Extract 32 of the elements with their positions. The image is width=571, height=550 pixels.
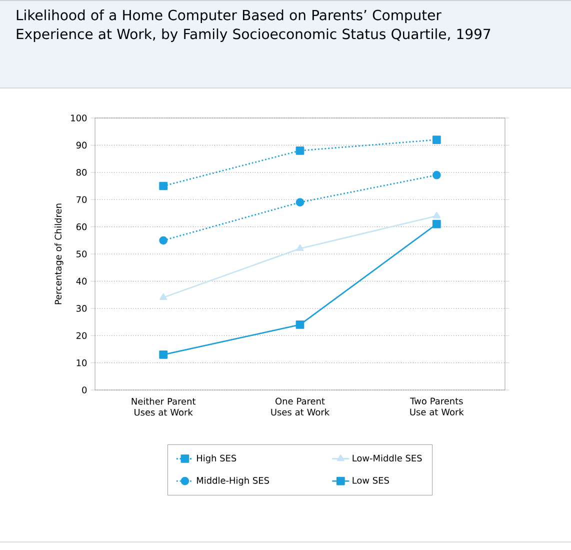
point (159, 236, 168, 245)
point (432, 136, 441, 144)
y-tick-label: 0 (82, 386, 87, 394)
y-tick-label: 70 (76, 196, 87, 203)
y-tick-label: 50 (76, 250, 87, 258)
y-axis-title: Percentage of Children (54, 204, 64, 304)
y-tick-label: 40 (76, 278, 87, 285)
x-tick-label: Neither Parent Uses at Work (132, 398, 196, 416)
point (296, 198, 304, 207)
point (159, 350, 168, 359)
y-tick-label: 100 (71, 114, 87, 122)
point (432, 170, 441, 180)
legend-label: Low-Middle SES (352, 454, 422, 462)
legend-label: Low SES (352, 476, 389, 484)
y-tick-label: 90 (76, 142, 87, 149)
x-tick-label: Two Parents Use at Work (410, 398, 464, 416)
y-tick-label: 60 (76, 223, 87, 230)
legend-label: Middle-High SES (197, 476, 269, 486)
point (296, 146, 304, 155)
point (296, 320, 304, 329)
x-tick-label: One Parent Uses at Work (271, 398, 330, 416)
y-tick-label: 20 (76, 332, 87, 339)
point (296, 244, 304, 251)
y-tick-label: 10 (76, 359, 87, 366)
chart-title: Likelihood of a Home Computer Based on Parents’ Computer Experience at Work, by Family Socioeconomic Status Quartile, 1997 (16, 10, 490, 42)
y-tick-label: 80 (76, 169, 87, 176)
point (160, 293, 168, 300)
y-tick-label: 30 (76, 305, 87, 312)
point (432, 220, 441, 228)
point (159, 182, 168, 190)
point (432, 212, 440, 218)
legend-label: High SES (197, 454, 236, 464)
